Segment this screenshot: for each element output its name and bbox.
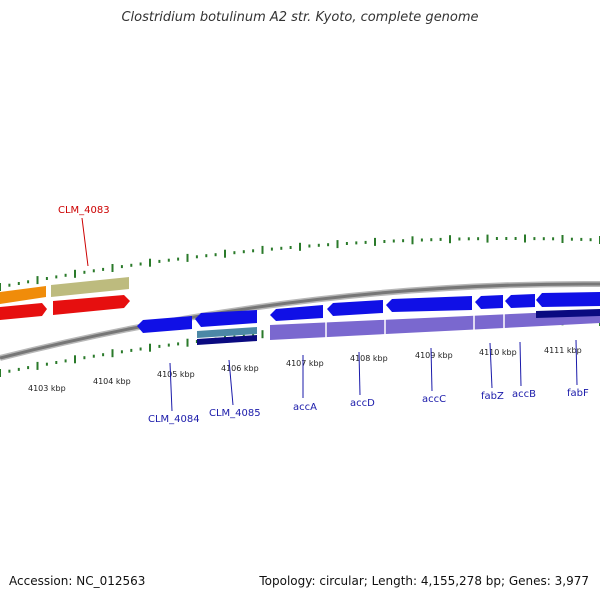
gene-label-accd[interactable]: accD xyxy=(350,398,375,409)
gene-purple-separators xyxy=(325,313,505,338)
gene-label-clm4084[interactable]: CLM_4084 xyxy=(148,414,200,425)
genome-backbone-core xyxy=(0,282,600,360)
gene-clm4084-feature[interactable] xyxy=(137,316,192,333)
gene-khaki-feature[interactable] xyxy=(51,277,129,297)
gene-purple-track xyxy=(270,310,600,340)
kbp-label: 4111 kbp xyxy=(544,346,582,355)
kbp-label: 4107 kbp xyxy=(286,359,324,368)
genome-info-label: Topology: circular; Length: 4,155,278 bp… xyxy=(259,574,589,588)
gene-label-clm4083[interactable]: CLM_4083 xyxy=(58,205,110,216)
gene-accc-feature[interactable] xyxy=(386,296,472,312)
gene-red-feature-2[interactable] xyxy=(53,295,130,315)
gene-accd-feature[interactable] xyxy=(327,300,383,316)
gene-label-clm4085[interactable]: CLM_4085 xyxy=(209,408,261,419)
kbp-label: 4105 kbp xyxy=(157,370,195,379)
gene-label-fabf[interactable]: fabF xyxy=(567,388,589,399)
accession-label: Accession: NC_012563 xyxy=(9,574,146,588)
kbp-label: 4104 kbp xyxy=(93,377,131,386)
gene-label-acca[interactable]: accA xyxy=(293,402,317,413)
gene-label-leaders xyxy=(81,217,578,412)
kbp-labels: 4103 kbp 4104 kbp 4105 kbp 4106 kbp 4107… xyxy=(28,346,582,393)
gene-labels: CLM_4083 CLM_4084 CLM_4085 accA accD acc… xyxy=(58,205,589,425)
gene-fabz-feature[interactable] xyxy=(475,295,503,309)
gene-fabf-feature[interactable] xyxy=(536,292,600,307)
gene-teal-feature[interactable] xyxy=(197,327,257,338)
gene-orange-feature[interactable] xyxy=(0,286,46,304)
gene-accb-feature[interactable] xyxy=(505,294,535,308)
kbp-label: 4110 kbp xyxy=(479,348,517,357)
gene-navy-feature-2[interactable] xyxy=(536,309,600,318)
gene-label-accb[interactable]: accB xyxy=(512,389,536,400)
gene-acca-feature[interactable] xyxy=(270,305,323,321)
gene-label-fabz[interactable]: fabZ xyxy=(481,391,504,402)
kbp-label: 4103 kbp xyxy=(28,384,66,393)
gene-clm4085-feature[interactable] xyxy=(195,310,257,327)
gene-red-feature-1[interactable] xyxy=(0,303,47,320)
kbp-label: 4106 kbp xyxy=(221,364,259,373)
gene-navy-feature-1[interactable] xyxy=(197,335,257,345)
map-title: Clostridium botulinum A2 str. Kyoto, com… xyxy=(121,10,479,25)
upper-ticks xyxy=(0,234,600,291)
kbp-label: 4108 kbp xyxy=(350,354,388,363)
kbp-label: 4109 kbp xyxy=(415,351,453,360)
gene-label-accc[interactable]: accC xyxy=(422,394,446,405)
gene-features xyxy=(0,277,600,345)
